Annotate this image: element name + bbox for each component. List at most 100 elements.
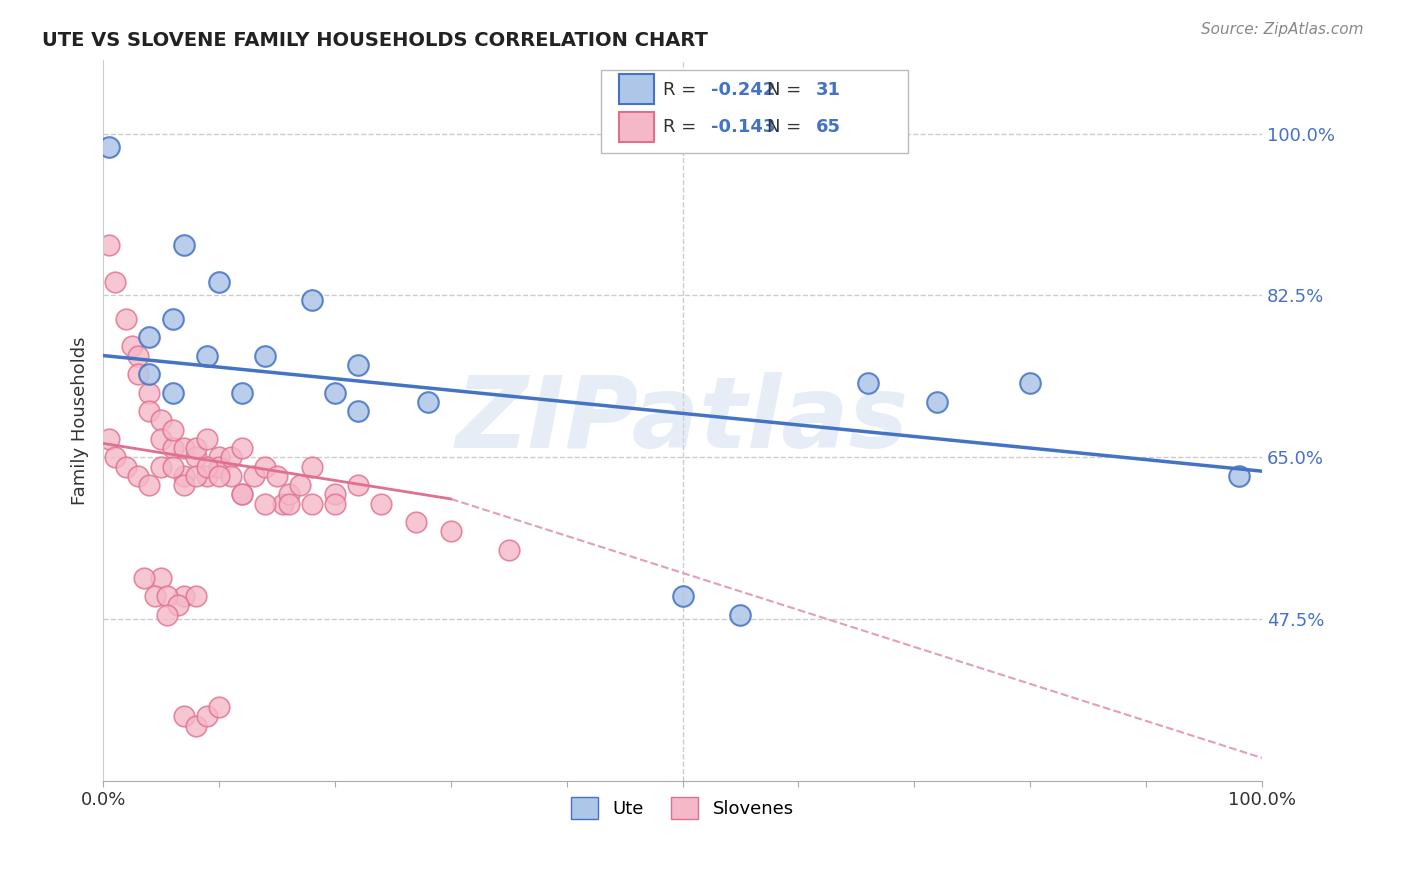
Point <box>173 237 195 252</box>
Point <box>173 589 195 603</box>
Point <box>208 700 231 714</box>
Point <box>115 311 138 326</box>
Point <box>219 450 242 465</box>
Point <box>208 468 231 483</box>
Point <box>138 367 160 381</box>
Point <box>162 311 184 326</box>
Point <box>271 497 294 511</box>
Point <box>184 468 207 483</box>
Point <box>254 349 277 363</box>
FancyBboxPatch shape <box>619 112 654 142</box>
Text: N =: N = <box>768 119 807 136</box>
Point <box>323 385 346 400</box>
Text: Source: ZipAtlas.com: Source: ZipAtlas.com <box>1201 22 1364 37</box>
Point <box>671 589 693 603</box>
Point <box>132 570 155 584</box>
Point <box>288 478 311 492</box>
Point <box>127 367 149 381</box>
Point <box>323 497 346 511</box>
Point <box>323 487 346 501</box>
Point <box>219 468 242 483</box>
Point <box>231 487 253 501</box>
Text: R =: R = <box>662 119 702 136</box>
Point <box>104 275 127 289</box>
Point <box>138 330 160 344</box>
Point <box>405 515 427 529</box>
Point <box>231 385 253 400</box>
Point <box>150 413 173 427</box>
Point <box>440 524 463 539</box>
Point <box>156 589 179 603</box>
Point <box>927 394 949 409</box>
Point <box>231 487 253 501</box>
Point <box>197 468 219 483</box>
Point <box>208 450 231 465</box>
Point <box>97 432 120 446</box>
Text: R =: R = <box>662 80 702 99</box>
Point <box>208 459 231 474</box>
Point <box>498 542 520 557</box>
Point <box>150 459 173 474</box>
Text: ZIPatlas: ZIPatlas <box>456 372 910 469</box>
Point <box>254 459 277 474</box>
Point <box>173 478 195 492</box>
Point <box>856 376 879 391</box>
Point <box>121 339 143 353</box>
Point <box>197 349 219 363</box>
Point <box>197 432 219 446</box>
Point <box>370 497 392 511</box>
Text: -0.242: -0.242 <box>711 80 776 99</box>
Point <box>115 459 138 474</box>
Point <box>1019 376 1042 391</box>
Point <box>347 358 370 372</box>
Legend: Ute, Slovenes: Ute, Slovenes <box>564 789 801 826</box>
Point <box>162 441 184 455</box>
Point <box>208 275 231 289</box>
Point <box>173 468 195 483</box>
Point <box>162 423 184 437</box>
Text: 31: 31 <box>815 80 841 99</box>
Point <box>156 607 179 622</box>
FancyBboxPatch shape <box>602 70 908 153</box>
Text: N =: N = <box>768 80 807 99</box>
Point <box>173 441 195 455</box>
Point <box>97 140 120 154</box>
Text: 65: 65 <box>815 119 841 136</box>
Point <box>162 459 184 474</box>
Point <box>301 497 323 511</box>
Point <box>197 709 219 723</box>
Text: UTE VS SLOVENE FAMILY HOUSEHOLDS CORRELATION CHART: UTE VS SLOVENE FAMILY HOUSEHOLDS CORRELA… <box>42 31 709 50</box>
Point <box>162 385 184 400</box>
Point <box>730 607 752 622</box>
Point <box>184 441 207 455</box>
Point <box>184 589 207 603</box>
Point <box>231 441 253 455</box>
Point <box>266 468 288 483</box>
Point <box>301 293 323 307</box>
Point <box>242 468 264 483</box>
FancyBboxPatch shape <box>619 74 654 104</box>
Text: -0.143: -0.143 <box>711 119 776 136</box>
Point <box>150 570 173 584</box>
Point <box>173 709 195 723</box>
Y-axis label: Family Households: Family Households <box>72 336 89 505</box>
Point <box>197 459 219 474</box>
Point <box>277 497 299 511</box>
Point <box>127 468 149 483</box>
Point <box>138 404 160 418</box>
Point <box>150 432 173 446</box>
Point <box>416 394 439 409</box>
Point <box>97 237 120 252</box>
Point <box>138 478 160 492</box>
Point <box>254 497 277 511</box>
Point <box>184 718 207 732</box>
Point <box>347 404 370 418</box>
Point <box>301 459 323 474</box>
Point <box>167 599 190 613</box>
Point <box>104 450 127 465</box>
Point <box>143 589 166 603</box>
Point <box>277 487 299 501</box>
Point <box>1227 468 1250 483</box>
Point <box>138 385 160 400</box>
Point <box>184 450 207 465</box>
